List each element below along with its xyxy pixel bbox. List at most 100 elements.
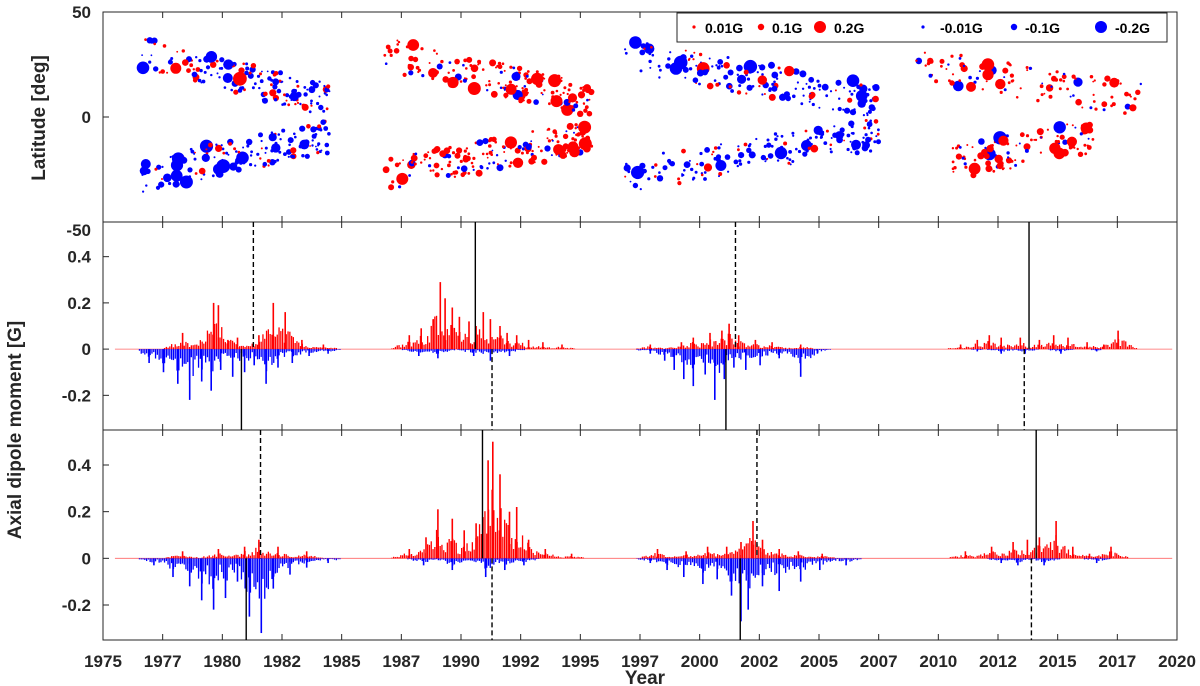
dipole-spike-positive — [408, 549, 411, 559]
scatter-point — [213, 156, 216, 159]
dipole-bar-negative — [1094, 349, 1096, 351]
dipole-bar-negative — [1008, 349, 1010, 351]
scatter-point — [550, 95, 563, 108]
dipole-bar-positive — [700, 343, 703, 350]
dipole-spike-positive — [685, 551, 687, 559]
dipole-bar-positive — [210, 557, 212, 559]
dipole-bar-negative — [412, 558, 414, 561]
scatter-point — [736, 164, 739, 168]
legend-label-pos-02: 0.2G — [834, 20, 864, 36]
scatter-point — [640, 43, 647, 49]
scatter-point — [384, 62, 388, 65]
scatter-point — [408, 70, 414, 76]
dipole-bar-negative — [801, 349, 803, 358]
scatter-point — [717, 146, 721, 150]
scatter-point — [711, 65, 714, 68]
dipole-bar-positive — [251, 552, 253, 559]
dipole-bar-positive — [559, 557, 561, 559]
scatter-point — [421, 74, 425, 78]
dipole-spike-positive — [451, 307, 454, 350]
scatter-point — [526, 98, 532, 104]
scatter-point — [703, 171, 707, 174]
dipole-bar-negative — [724, 558, 726, 569]
dipole-bar-positive — [333, 347, 336, 350]
dipole-spike-positive — [212, 302, 215, 350]
scatter-point — [1069, 95, 1072, 98]
dipole-bar-negative — [401, 349, 404, 351]
scatter-point — [543, 89, 546, 92]
dipole-bar-negative — [661, 349, 663, 353]
dipole-bar-negative — [801, 558, 803, 563]
dipole-bar-positive — [659, 553, 661, 559]
scatter-point — [247, 72, 254, 79]
dipole-bar-positive — [699, 347, 701, 350]
dipole-bar-negative — [249, 558, 252, 593]
scatter-point — [1135, 89, 1141, 96]
scatter-point — [394, 162, 400, 168]
scatter-point — [868, 88, 871, 91]
dipole-bar-negative — [781, 349, 783, 354]
scatter-point — [322, 109, 326, 113]
scatter-point — [639, 188, 642, 191]
scatter-point — [736, 90, 742, 95]
scatter-point — [323, 84, 326, 88]
scatter-point — [688, 159, 691, 162]
scatter-point — [985, 80, 988, 83]
dipole-bar-negative — [668, 349, 670, 353]
dipole-bar-positive — [640, 348, 642, 350]
dipole-bar-positive — [561, 557, 563, 559]
dipole-bar-positive — [763, 346, 765, 350]
dipole-bar-positive — [466, 337, 468, 350]
scatter-point — [711, 153, 714, 156]
dipole-bar-negative — [518, 349, 520, 351]
dipole-bar-negative — [172, 349, 175, 361]
scatter-point — [471, 165, 475, 168]
dipole-bar-positive — [500, 335, 502, 350]
dipole-bar-positive — [416, 340, 418, 350]
scatter-point — [233, 71, 247, 86]
scatter-point — [541, 73, 545, 76]
scatter-point — [648, 52, 652, 56]
dipole-bar-positive — [328, 348, 330, 350]
scatter-point — [261, 98, 265, 102]
dipole-bar-negative — [294, 349, 296, 356]
scatter-point — [193, 157, 197, 161]
dipole-bar-positive — [1125, 341, 1127, 350]
dipole-bar-negative — [432, 558, 434, 560]
dipole-bars-panel-1 — [114, 222, 1173, 430]
dipole-bar-negative — [734, 558, 737, 581]
scatter-point — [958, 79, 961, 82]
scatter-point — [496, 164, 504, 172]
dipole-bar-negative — [317, 349, 320, 352]
dipole-bar-positive — [1123, 557, 1125, 559]
dipole-bar-positive — [541, 554, 543, 559]
dipole-bar-negative — [684, 349, 687, 361]
dipole-bar-negative — [1053, 349, 1055, 350]
dipole-bar-negative — [312, 349, 314, 353]
dipole-bar-negative — [199, 558, 201, 572]
dipole-bar-negative — [992, 349, 994, 351]
dipole-bar-negative — [149, 558, 151, 562]
scatter-point — [197, 78, 202, 83]
scatter-point — [287, 155, 290, 158]
dipole-bar-positive — [738, 548, 740, 559]
dipole-bar-negative — [317, 558, 320, 561]
dipole-bar-positive — [299, 346, 302, 350]
scatter-point — [486, 167, 489, 170]
dipole-bar-negative — [174, 349, 176, 359]
dipole-bar-positive — [1083, 556, 1086, 559]
dipole-bar-positive — [670, 347, 672, 350]
scatter-point — [225, 151, 229, 155]
dipole-bar-positive — [978, 555, 980, 559]
dipole-bar-positive — [321, 347, 323, 350]
scatter-point — [651, 53, 655, 57]
scatter-point — [940, 64, 943, 68]
scatter-point — [180, 156, 188, 164]
dipole-bar-positive — [523, 346, 525, 350]
scatter-point — [310, 126, 317, 133]
dipole-bar-negative — [691, 558, 694, 563]
dipole-bar-negative — [1058, 349, 1061, 352]
dipole-bar-negative — [659, 558, 661, 562]
dipole-bar-positive — [1015, 550, 1018, 559]
scatter-point — [299, 125, 306, 132]
